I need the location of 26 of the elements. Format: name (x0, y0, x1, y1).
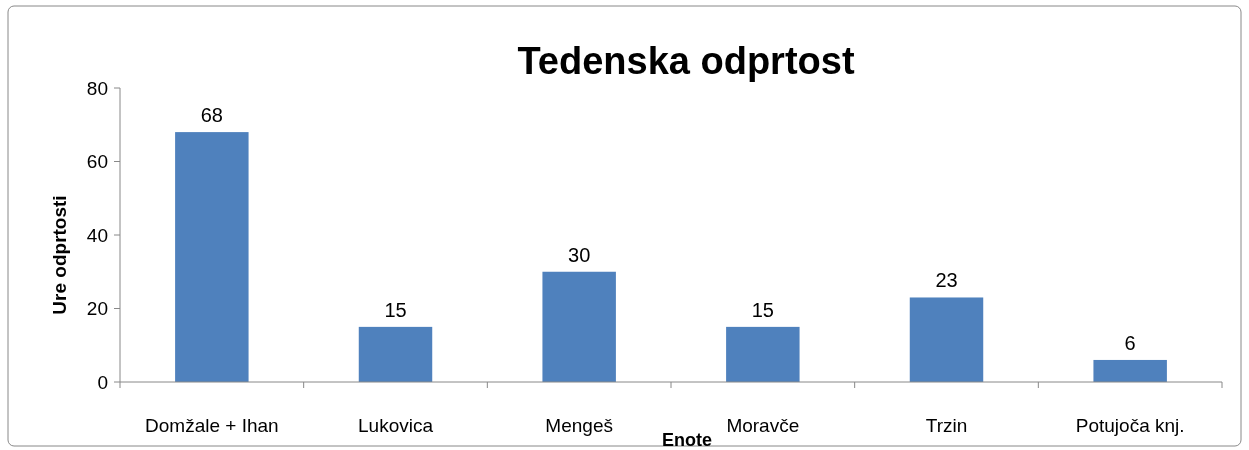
data-label: 68 (200, 104, 223, 127)
x-tick-label: Domžale + Ihan (145, 415, 279, 436)
x-tick-label: Potujoča knj. (1075, 415, 1185, 436)
data-label: 15 (751, 298, 774, 321)
bar (1093, 359, 1167, 382)
x-axis-title: Enote (661, 430, 713, 450)
y-tick-label: 40 (86, 224, 108, 246)
bar (909, 297, 984, 382)
data-label: 6 (1124, 331, 1136, 354)
x-tick-label: Mengeš (545, 415, 613, 436)
y-axis-title: Ure odprtosti (49, 195, 70, 315)
data-label: 23 (935, 269, 958, 292)
y-tick-label: 60 (86, 151, 108, 173)
x-tick-label: Trzin (925, 415, 968, 436)
bar (358, 326, 433, 382)
data-label: 15 (384, 298, 407, 321)
chart-title: Tedenska odprtost (517, 40, 855, 82)
bar (542, 271, 616, 382)
data-label: 30 (568, 243, 591, 266)
y-tick-label: 80 (86, 77, 108, 99)
x-tick-label: Lukovica (358, 415, 434, 436)
x-tick-label: Moravče (726, 415, 800, 436)
bar (175, 132, 249, 382)
y-tick-label: 0 (97, 371, 108, 393)
bar (726, 326, 800, 382)
y-tick-label: 20 (86, 298, 108, 320)
